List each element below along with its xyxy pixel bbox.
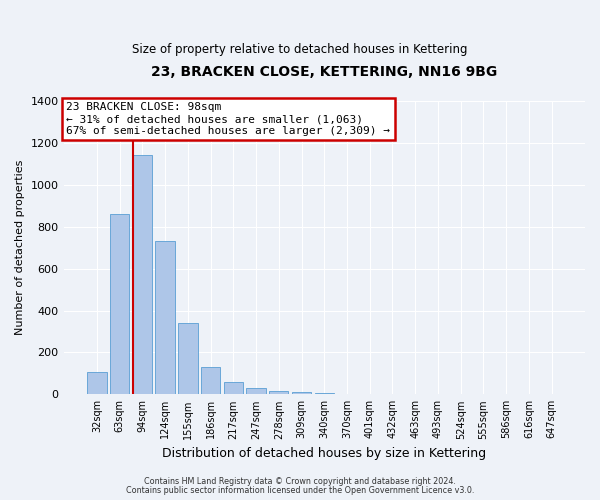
Bar (224, 382, 243, 394)
Bar (292, 392, 311, 394)
Bar (269, 390, 289, 394)
Bar (155, 242, 175, 394)
Title: 23, BRACKEN CLOSE, KETTERING, NN16 9BG: 23, BRACKEN CLOSE, KETTERING, NN16 9BG (151, 65, 497, 79)
Bar (201, 367, 220, 394)
Bar (87, 372, 107, 394)
Bar (178, 323, 197, 394)
Bar (247, 388, 266, 394)
Text: Contains HM Land Registry data © Crown copyright and database right 2024.: Contains HM Land Registry data © Crown c… (144, 477, 456, 486)
X-axis label: Distribution of detached houses by size in Kettering: Distribution of detached houses by size … (162, 447, 487, 460)
Bar (110, 214, 130, 394)
Bar (314, 392, 334, 394)
Text: Contains public sector information licensed under the Open Government Licence v3: Contains public sector information licen… (126, 486, 474, 495)
Text: 23 BRACKEN CLOSE: 98sqm
← 31% of detached houses are smaller (1,063)
67% of semi: 23 BRACKEN CLOSE: 98sqm ← 31% of detache… (66, 102, 390, 136)
Bar (133, 156, 152, 394)
Y-axis label: Number of detached properties: Number of detached properties (15, 160, 25, 336)
Text: Size of property relative to detached houses in Kettering: Size of property relative to detached ho… (132, 42, 468, 56)
